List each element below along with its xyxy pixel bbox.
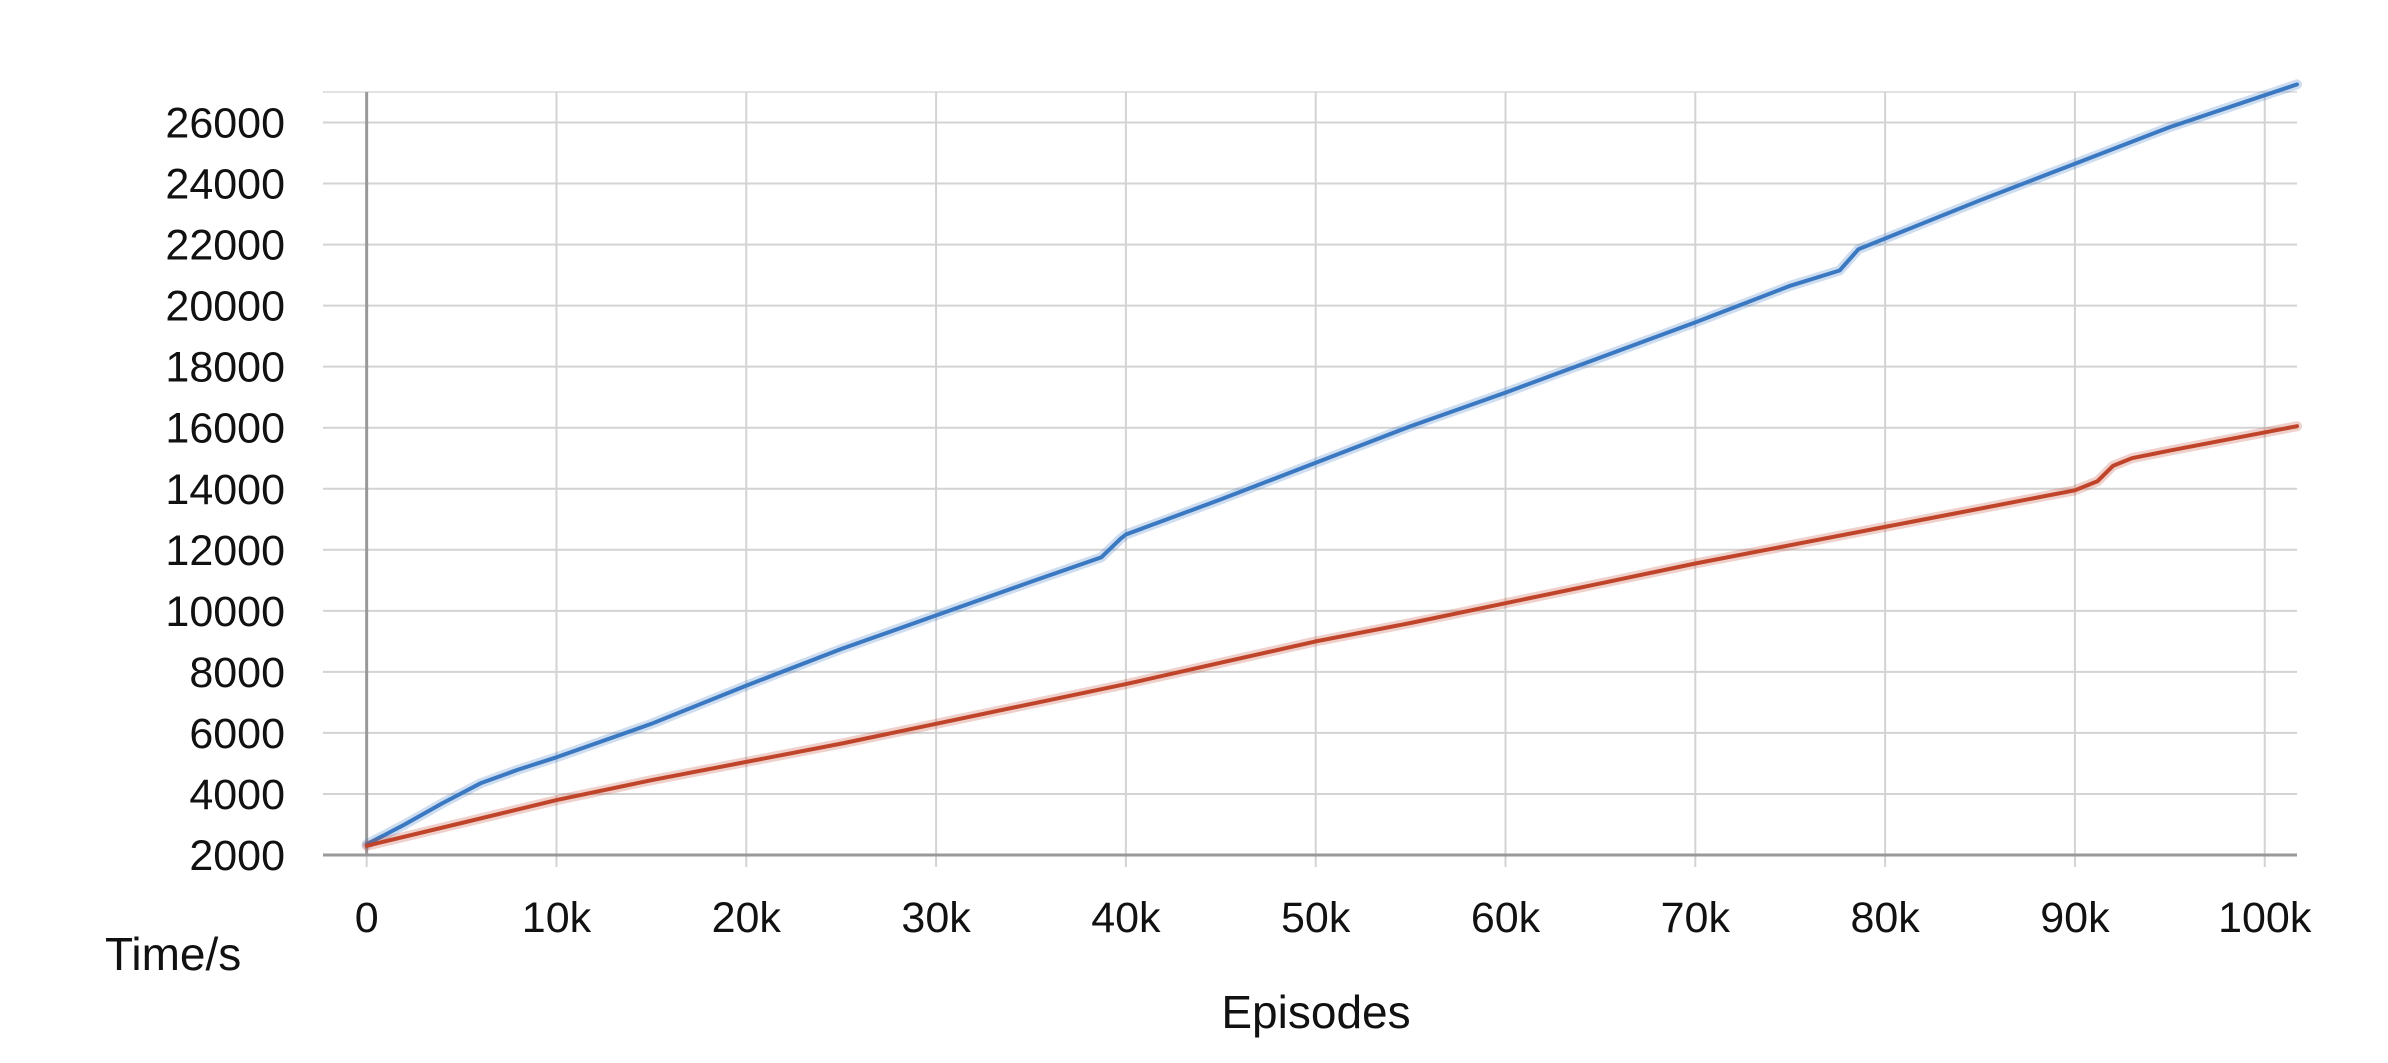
y-tick-label: 6000 — [189, 710, 285, 758]
x-tick-label: 70k — [1661, 894, 1731, 942]
x-tick-labels: 0 10k 20k 30k 40k 50k 60k 70k 80k 90k 100k — [355, 894, 2312, 942]
y-tick-label: 20000 — [165, 283, 285, 331]
x-tick-label: 0 — [355, 894, 379, 942]
x-tick-label: 20k — [712, 894, 782, 942]
x-tick-label: 80k — [1850, 894, 1920, 942]
y-tick-label: 2000 — [189, 832, 285, 880]
y-tick-label: 14000 — [165, 466, 285, 514]
x-axis-title: Episodes — [1221, 986, 1410, 1038]
y-axis-title: Time/s — [105, 928, 241, 980]
series-line-1 — [364, 82, 2299, 847]
y-tick-label: 8000 — [189, 649, 285, 697]
y-tick-label: 16000 — [165, 405, 285, 453]
grid-lines — [323, 91, 2297, 867]
x-tick-label: 100k — [2218, 894, 2312, 942]
y-tick-label: 12000 — [165, 527, 285, 575]
x-tick-label: 60k — [1471, 894, 1541, 942]
x-tick-label: 30k — [901, 894, 971, 942]
series-line-2 — [364, 424, 2299, 848]
y-tick-labels: 2000 4000 6000 8000 10000 12000 14000 16000 1800… — [165, 100, 285, 880]
y-tick-label: 18000 — [165, 344, 285, 392]
x-tick-label: 50k — [1281, 894, 1351, 942]
y-tick-label: 24000 — [165, 161, 285, 209]
x-tick-label: 90k — [2040, 894, 2110, 942]
y-tick-label: 22000 — [165, 222, 285, 270]
y-tick-label: 4000 — [189, 771, 285, 819]
series-group — [361, 79, 2302, 851]
series-line-halo-1 — [361, 79, 2302, 850]
x-tick-label: 40k — [1091, 894, 1161, 942]
x-tick-label: 10k — [522, 894, 592, 942]
y-tick-label: 26000 — [165, 100, 285, 148]
y-tick-label: 10000 — [165, 588, 285, 636]
